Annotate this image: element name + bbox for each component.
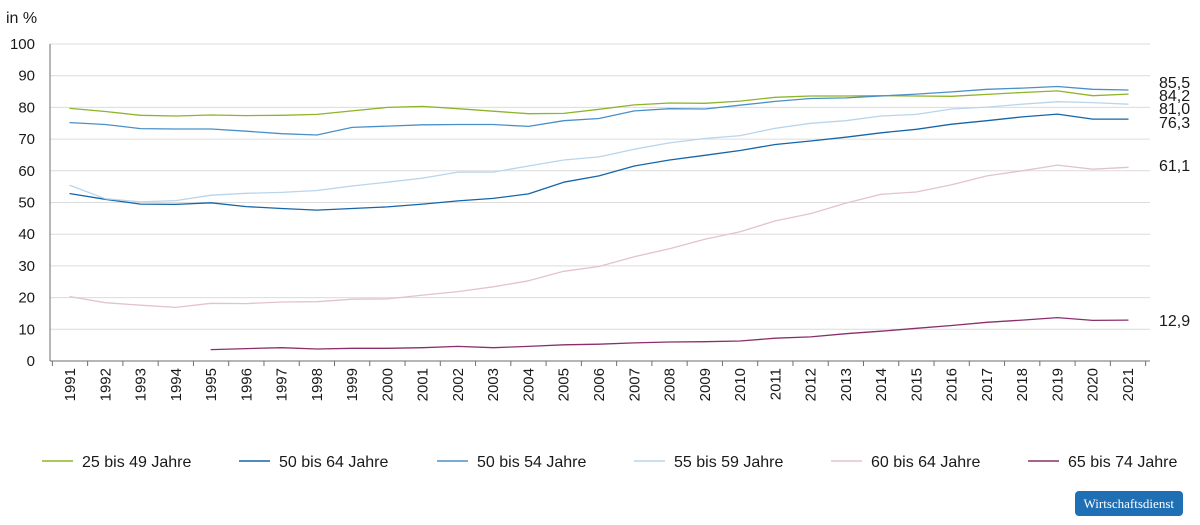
legend-label: 50 bis 64 Jahre [279,454,389,471]
y-tick-label: 80 [18,99,35,116]
x-tick-label: 2009 [697,368,714,401]
y-tick-label: 10 [18,321,35,338]
series-line-4 [69,164,1129,309]
x-tick-label: 1992 [97,368,114,401]
x-tick-label: 2013 [838,368,855,401]
y-tick-label: 70 [18,131,35,148]
x-tick-label: 1991 [62,368,79,401]
series-line-2 [69,85,1129,136]
gridlines [50,43,1150,330]
y-tick-label: 20 [18,290,35,307]
x-tick-label: 2014 [873,368,890,401]
y-tick-label: 50 [18,195,35,212]
x-tick-label: 1996 [238,368,255,401]
x-tick-label: 2006 [591,368,608,401]
y-axis-unit-label: in % [6,10,37,27]
x-tick-label: 1999 [344,368,361,401]
x-tick-label: 2021 [1120,368,1137,401]
x-tick-label: 2001 [415,368,432,401]
x-tick-label: 2015 [908,368,925,401]
x-tick-label: 2000 [379,368,396,401]
x-tick-label: 1998 [309,368,326,401]
x-tick-label: 1994 [168,368,185,401]
y-tick-label: 0 [27,353,35,370]
end-label: 12,9 [1159,313,1190,330]
end-label: 84,2 [1159,88,1190,105]
x-tick-label: 2018 [1014,368,1031,401]
end-value-labels: 84,285,5 81,0 61,1 12,9 76,3 [1159,75,1190,330]
y-tick-label: 100 [10,36,35,53]
x-tick-label: 2008 [662,368,679,401]
x-tick-label: 2005 [556,368,573,401]
y-tick-label: 90 [18,68,35,85]
y-tick-label: 60 [18,163,35,180]
x-tick-label: 1993 [133,368,150,401]
legend-label: 50 bis 54 Jahre [477,454,587,471]
series-line-5 [210,316,1129,351]
x-tick-label: 2007 [626,368,643,401]
x-tick-label: 1997 [274,368,291,401]
x-tick-label: 2016 [944,368,961,401]
legend-label: 25 bis 49 Jahre [82,454,192,471]
end-label: 61,1 [1159,158,1190,175]
end-label: 76,3 [1159,115,1190,132]
x-tick-label: 2017 [979,368,996,401]
x-tick-label: 2020 [1085,368,1102,401]
x-tick-label: 2011 [767,368,784,400]
axes: 0 10 20 30 40 50 60 70 80 90 100 1991 1992 1993 1994 19… [10,36,1150,401]
y-tick-label: 30 [18,258,35,275]
x-tick-label: 2004 [520,368,537,401]
legend-label: 60 bis 64 Jahre [871,454,981,471]
legend-label: 55 bis 59 Jahre [674,454,784,471]
end-label: 85,5 [1159,75,1190,92]
legend: 25 bis 49 Jahre 50 bis 64 Jahre 50 bis 54 … [42,454,1178,471]
x-tick-label: 2003 [485,368,502,401]
wirtschaftsdienst-badge: Wirtschaftsdienst [1074,491,1183,516]
x-tick-label: 2012 [803,368,820,401]
series-lines [69,85,1129,351]
series-line-0 [69,90,1129,117]
legend-label: 65 bis 74 Jahre [1068,454,1178,471]
end-label: 81,0 [1159,101,1190,118]
series-line-3 [69,101,1129,203]
x-tick-label: 2010 [732,368,749,401]
series-line-1 [69,113,1129,211]
x-tick-label: 2002 [450,368,467,401]
x-tick-label: 1995 [203,368,220,401]
y-tick-label: 40 [18,226,35,243]
x-tick-label: 2019 [1049,368,1066,401]
